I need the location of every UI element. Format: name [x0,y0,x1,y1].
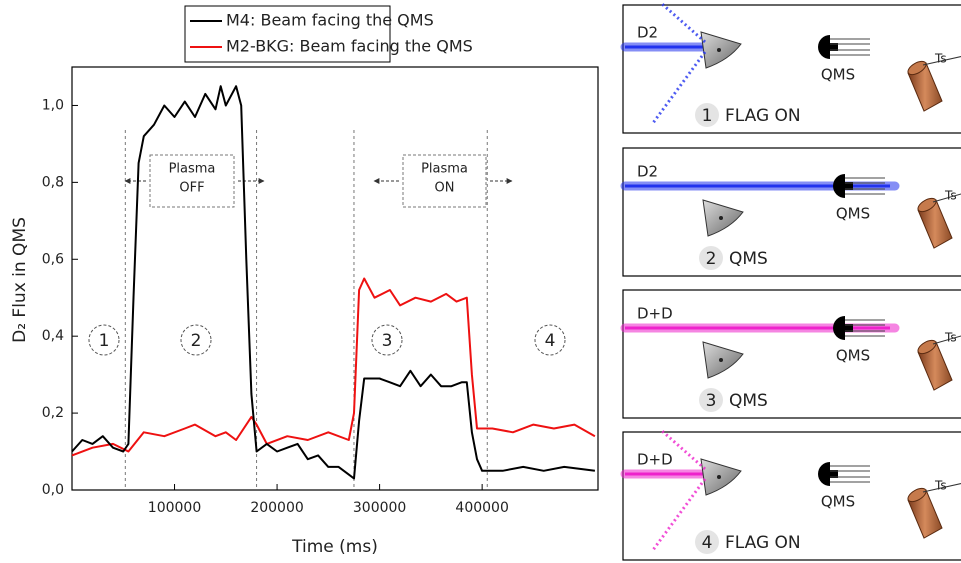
region-marker [371,324,403,356]
plot-frame [71,66,599,491]
plasma-label: Plasma [421,162,468,177]
flag-dot [719,216,723,220]
setup-panel: D2 QMS Ts 1 FLAG ON [620,1,961,134]
y-tick-label: 0,2 [42,405,64,421]
region-marker [180,324,212,356]
region-label: 1 [99,331,110,351]
step-badge [695,103,719,127]
x-tick-label: 200000 [250,500,303,516]
y-tick-label: 0,8 [42,174,64,190]
y-tick-label: 1,0 [42,97,64,113]
setup-panel: D+D QMS Ts 3 QMS [620,289,961,419]
y-tick-label: 0,4 [42,328,64,344]
step-state: FLAG ON [725,106,801,126]
legend-box [184,5,391,63]
step-state: QMS [729,391,768,411]
panel-frame [622,4,961,134]
setup-panel: D2 QMS Ts 2 QMS [620,147,961,277]
step-number: 1 [702,106,713,126]
flag-dot [719,358,723,362]
plasma-label: ON [435,181,455,196]
panel-frame [622,289,961,419]
qms-body [826,470,838,478]
region-label: 4 [545,331,556,351]
series-line [71,277,596,457]
target-face [907,60,927,76]
region-label: 3 [382,331,393,351]
target-face [907,487,927,503]
flag-dot [717,475,721,479]
plasma-box [149,154,235,208]
y-tick-label: 0,0 [42,482,64,498]
y-tick-label: 0,6 [42,251,64,267]
qms-body [841,324,853,332]
x-tick-label: 100000 [148,500,201,516]
plasma-label: OFF [179,181,204,196]
target-label: Ts [944,189,957,203]
detector-label: QMS [836,205,870,223]
qms [833,174,845,198]
x-tick-label: 300000 [353,500,406,516]
step-number: 4 [702,533,713,553]
panel-frame [622,431,961,561]
target-label: Ts [934,52,947,66]
target-line [932,335,961,345]
qms [818,35,830,59]
legend-label: M4: Beam facing the QMS [226,11,434,30]
x-tick-label: 400000 [455,500,508,516]
target-label: Ts [944,331,957,345]
flag-dot [717,48,721,52]
beam-label: D+D [637,451,673,469]
step-badge [695,530,719,554]
detector-label: QMS [821,66,855,84]
y-axis-title: D₂ Flux in QMS [10,217,30,343]
target-line [932,193,961,203]
beam-label: D2 [637,163,658,181]
setup-panel: D+D QMS Ts 4 FLAG ON [620,428,961,561]
step-state: QMS [729,249,768,269]
qms-body [826,43,838,51]
region-label: 2 [191,331,202,351]
qms [818,462,830,486]
beam-label: D+D [637,305,673,323]
plasma-box [402,154,487,208]
step-number: 2 [706,249,717,269]
target-face [917,197,937,213]
step-number: 3 [706,391,717,411]
region-marker [88,324,120,356]
step-state: FLAG ON [725,533,801,553]
detector-label: QMS [836,347,870,365]
detector-label: QMS [821,493,855,511]
legend-label: M2-BKG: Beam facing the QMS [226,37,473,56]
step-badge [699,246,723,270]
x-axis-title: Time (ms) [291,537,378,557]
series-line [71,85,596,480]
qms [833,316,845,340]
beam-label: D2 [637,24,658,42]
target-face [917,339,937,355]
region-marker [534,324,566,356]
plasma-label: Plasma [169,162,216,177]
panel-frame [622,147,961,277]
target-label: Ts [934,479,947,493]
step-badge [699,388,723,412]
qms-body [841,182,853,190]
